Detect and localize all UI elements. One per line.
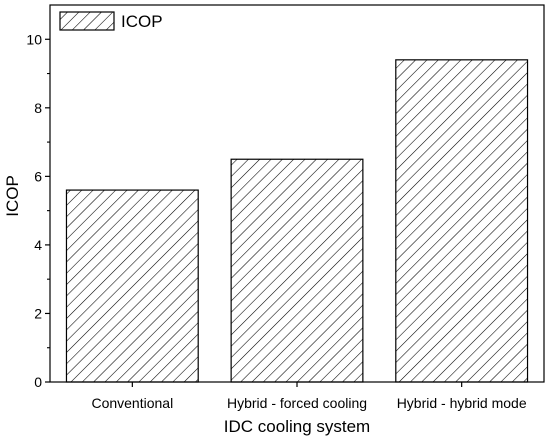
labels-layer: Conventional Hybrid - forced cooling Hybri… [26, 31, 526, 411]
bar-1 [65, 189, 199, 383]
bar-3 [395, 59, 529, 383]
bar-2 [230, 158, 364, 383]
y-tick-label-6: 10 [26, 31, 42, 47]
bars-layer [65, 59, 529, 383]
axes-layer [45, 4, 545, 387]
x-tick-label-1: Conventional [91, 395, 173, 411]
legend: ICOP [59, 11, 163, 31]
y-tick-label-2: 2 [34, 305, 42, 321]
legend-label: ICOP [121, 12, 163, 31]
x-tick-label-3: Hybrid - hybrid mode [397, 395, 527, 411]
x-axis-title: IDC cooling system [224, 417, 370, 436]
y-tick-label-5: 8 [34, 100, 42, 116]
y-tick-label-1: 0 [34, 374, 42, 390]
y-tick-label-4: 6 [34, 168, 42, 184]
y-axis-title: ICOP [3, 175, 22, 217]
y-tick-label-3: 4 [34, 237, 42, 253]
legend-swatch [59, 11, 115, 31]
x-tick-label-2: Hybrid - forced cooling [227, 395, 367, 411]
